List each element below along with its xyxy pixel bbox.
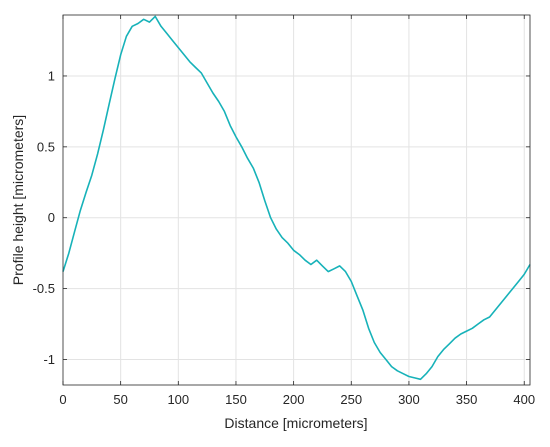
x-tick-label: 250 <box>340 392 362 407</box>
x-tick-label: 50 <box>113 392 127 407</box>
x-axis-label: Distance [micrometers] <box>224 415 367 431</box>
y-tick-label: -1 <box>43 352 55 367</box>
y-tick-label: 0.5 <box>37 139 55 154</box>
x-tick-label: 100 <box>167 392 189 407</box>
x-tick-labels: 0 50 100 150 200 250 300 350 400 <box>59 392 535 407</box>
x-tick-label: 300 <box>398 392 420 407</box>
y-axis-label: Profile height [micrometers] <box>10 115 26 285</box>
y-tick-label: -0.5 <box>33 281 55 296</box>
x-tick-label: 350 <box>456 392 478 407</box>
x-tick-label: 200 <box>283 392 305 407</box>
plot-background <box>63 15 530 385</box>
y-tick-label: 0 <box>48 210 55 225</box>
x-tick-label: 0 <box>59 392 66 407</box>
x-tick-label: 400 <box>513 392 535 407</box>
grid-lines <box>63 15 530 385</box>
profile-line <box>62 15 531 381</box>
x-tick-label: 150 <box>225 392 247 407</box>
axis-ticks <box>62 15 530 385</box>
y-tick-label: 1 <box>48 68 55 83</box>
y-tick-labels: 1 0.5 0 -0.5 -1 <box>33 68 55 367</box>
plot-frame <box>62 14 531 386</box>
